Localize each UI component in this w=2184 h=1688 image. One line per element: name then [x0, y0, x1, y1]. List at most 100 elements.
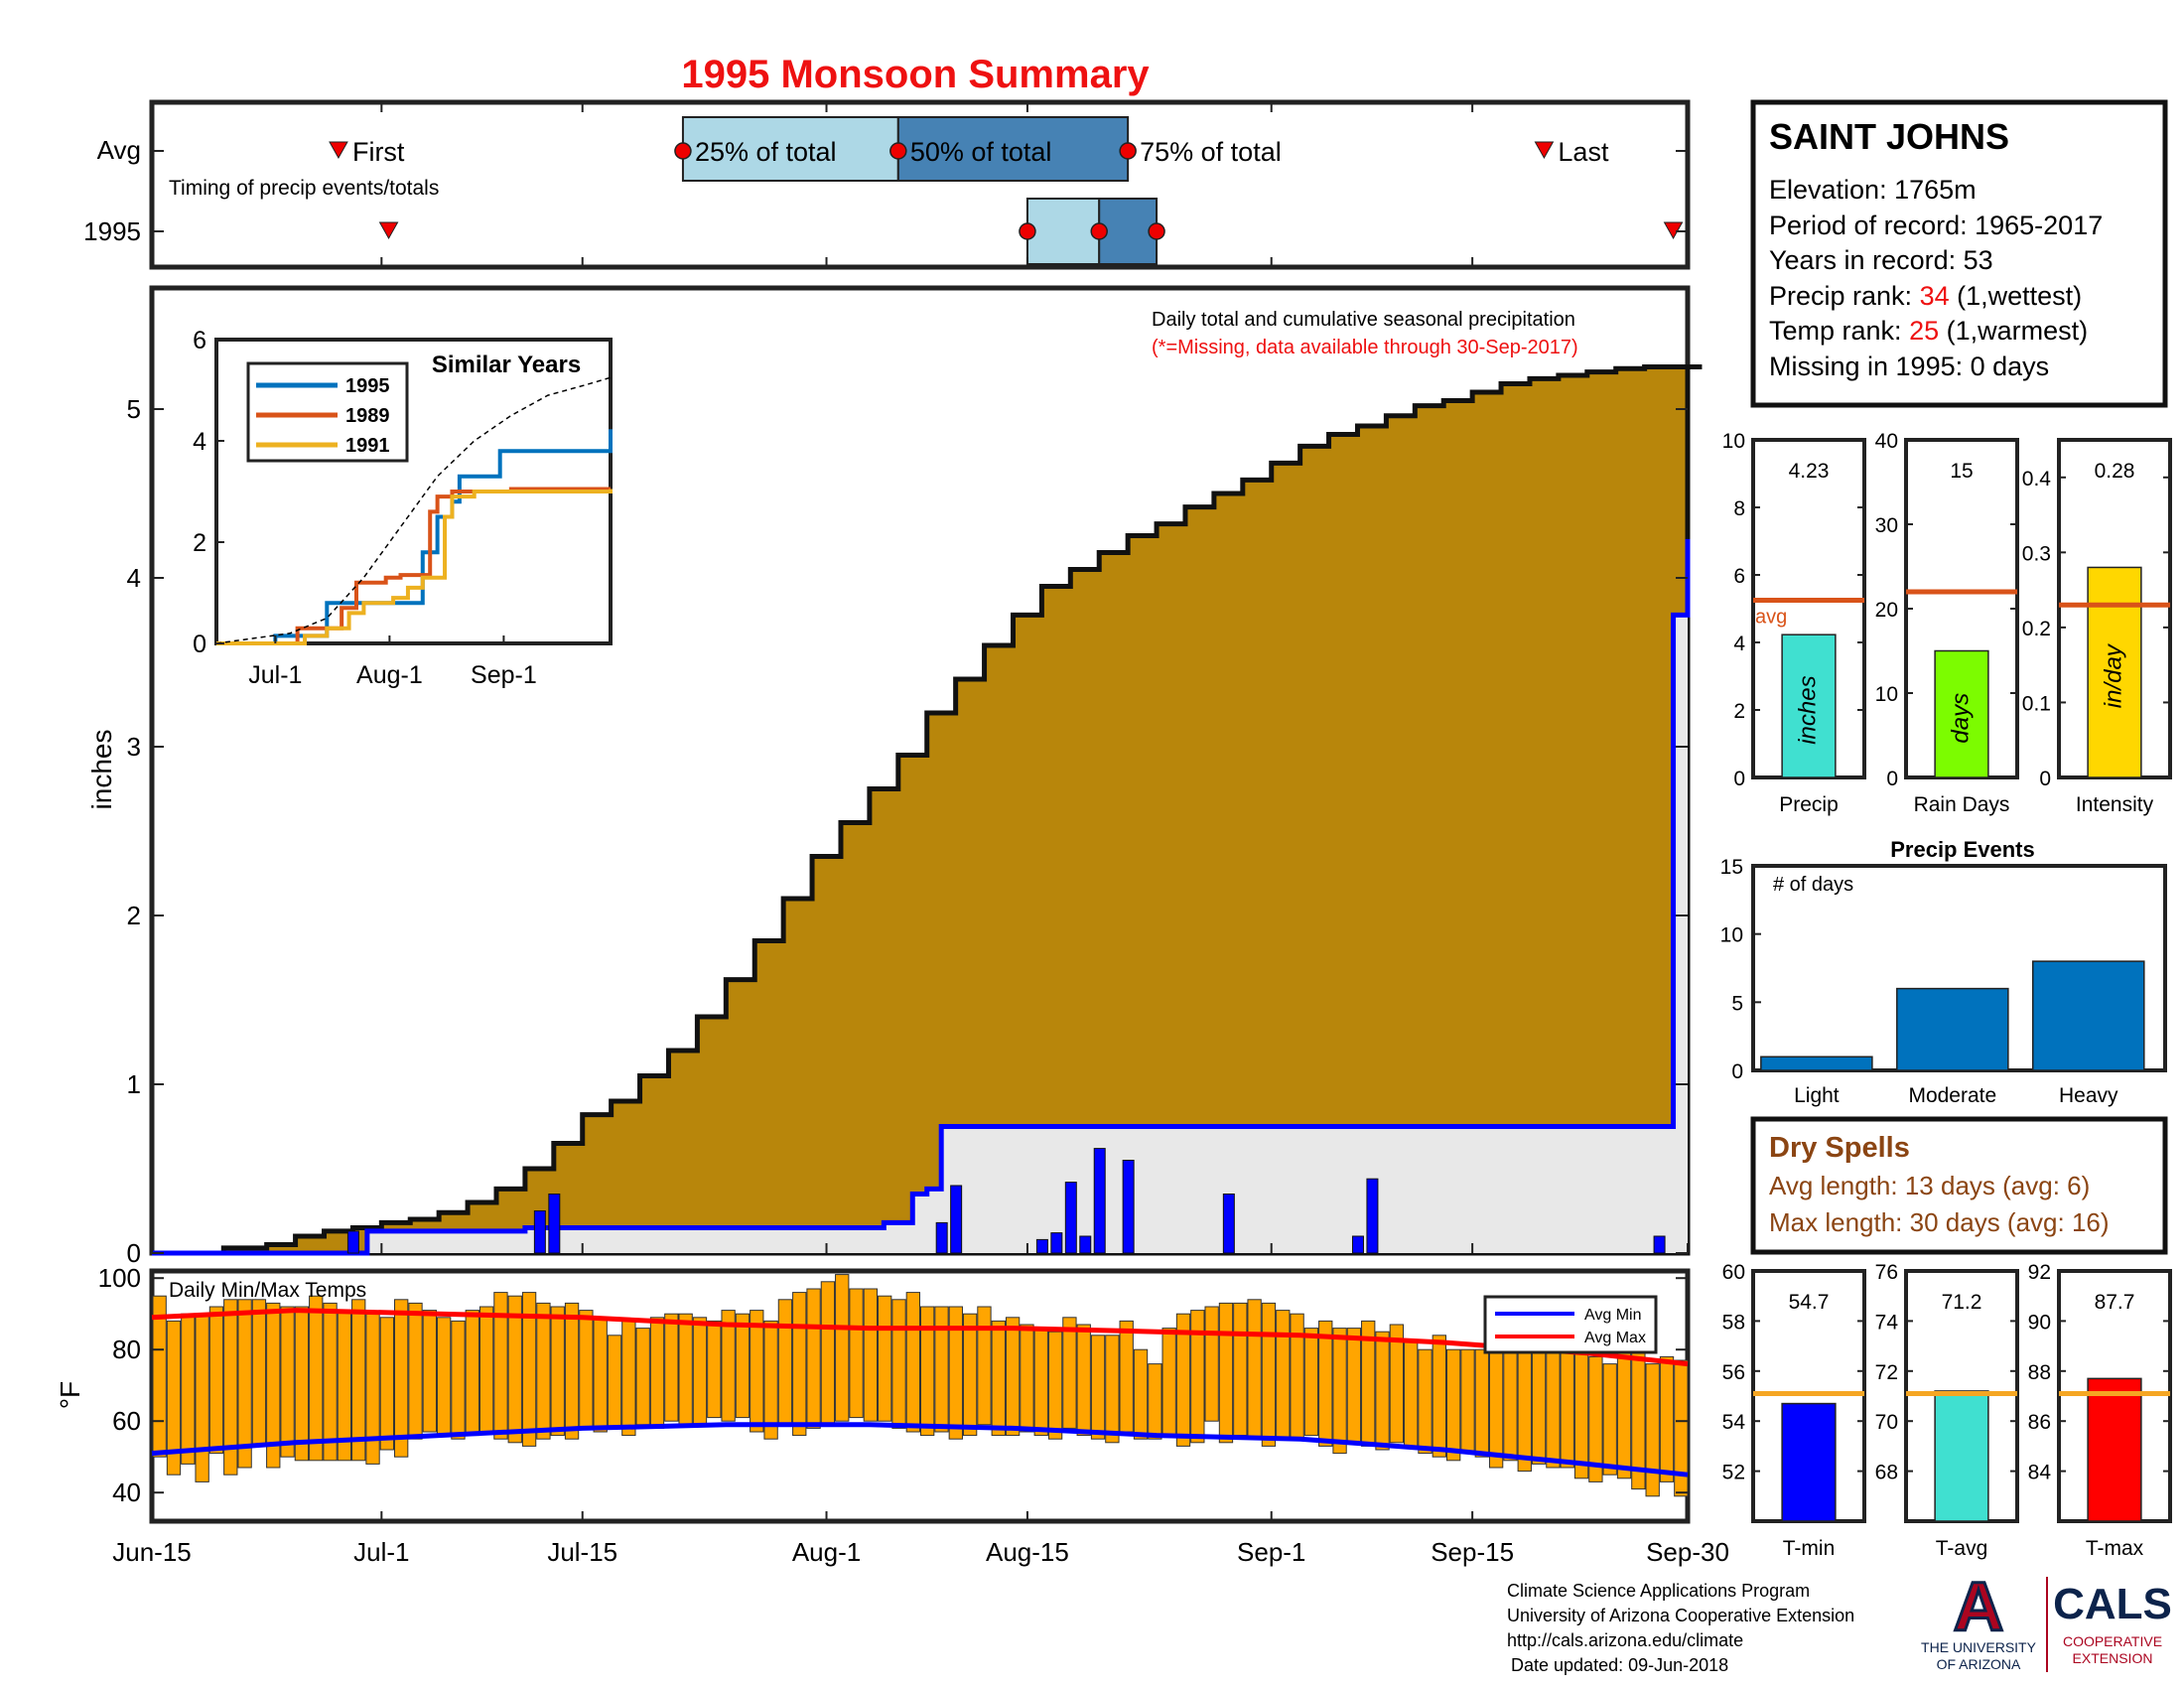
inset-ytick-label: 6 — [193, 327, 206, 354]
temp-range-bar — [792, 1292, 807, 1437]
temp-range-bar — [1602, 1363, 1617, 1476]
footer-line4: Date updated: 09-Jun-2018 — [1511, 1655, 1728, 1675]
temp-range-bar — [1204, 1306, 1219, 1422]
temp-range-bar — [251, 1299, 267, 1447]
daily-precip-bar — [1093, 1148, 1106, 1254]
avg-min-line — [151, 1422, 1689, 1477]
timing-caption: Timing of precip events/totals — [169, 177, 439, 200]
inset-ytick-label: 4 — [193, 428, 206, 456]
events-category-label: Light — [1794, 1084, 1840, 1107]
avg-p50-p75-box — [896, 116, 1130, 182]
temp-range-bar — [1332, 1328, 1347, 1455]
inset-ytick-label: 0 — [193, 631, 206, 658]
temp-range-bar — [323, 1302, 338, 1462]
intensity-ytick-label: 0 — [2039, 768, 2051, 790]
temp-range-bar — [934, 1306, 949, 1433]
inset-series-line — [216, 489, 613, 645]
temp-range-bar — [1645, 1363, 1660, 1497]
events-ytick-label: 10 — [1720, 924, 1743, 947]
daily-precip-bar — [1122, 1160, 1135, 1254]
date-tick-label: Jul-1 — [353, 1537, 409, 1567]
cals-logo-line1: COOPERATIVE — [2063, 1633, 2162, 1649]
temp-range-bar — [763, 1320, 778, 1440]
rain_days-category-label: Rain Days — [1914, 793, 2010, 816]
similar-years-inset: 0 2 4 6 Jul-1 Aug-1 Sep-1 1995 1989 1991 Similar … — [193, 327, 613, 689]
footer-line3: http://cals.arizona.edu/climate — [1507, 1630, 1743, 1650]
intensity-ytick-label: 0.2 — [2022, 618, 2051, 640]
inset-plot: 0 2 4 6 Jul-1 Aug-1 Sep-1 1995 1989 1991 — [193, 327, 613, 689]
daily-precip-bar — [935, 1221, 948, 1254]
events-ytick-label: 5 — [1731, 992, 1743, 1015]
temp-range-bar — [280, 1306, 295, 1458]
temp-range-bar — [664, 1313, 679, 1422]
temp-range-bar — [1346, 1328, 1362, 1444]
temps-panel: Daily Min/Max Temps °F 40 60 80 100 Avg Min… — [55, 1263, 1691, 1524]
rain_days-ytick-label: 10 — [1875, 683, 1898, 706]
main-yticks: 0 1 2 3 4 5 — [127, 394, 1688, 1268]
inset-series-line — [215, 376, 612, 644]
footer-line2: University of Arizona Cooperative Extens… — [1507, 1606, 1854, 1625]
daily-precip-bar — [346, 1230, 359, 1254]
ua-logo: A THE UNIVERSITY OF ARIZONA — [1921, 1567, 2037, 1673]
tmin-ytick-label: 60 — [1722, 1261, 1745, 1284]
temp-yticks: 40 60 80 100 — [98, 1263, 1688, 1507]
panel-tmax: 84 86 88 90 92 87.7 T-max — [2028, 1261, 2172, 1560]
avg-last-label: Last — [1558, 137, 1609, 167]
temp-range-bar — [152, 1295, 167, 1458]
temp-range-bar — [1175, 1313, 1191, 1447]
temp-range-bar — [735, 1313, 751, 1419]
daily-precip-bar — [1079, 1235, 1092, 1254]
intensity-category-label: Intensity — [2076, 793, 2154, 816]
main-ytick-label: 3 — [127, 732, 141, 762]
precip_total-bar-text: inches — [1794, 675, 1821, 744]
temp-range-bar — [507, 1295, 522, 1444]
ua-logo-line2: OF ARIZONA — [1937, 1656, 2021, 1672]
summary-bar-panels: 02468104.23Precipinchesavg01020304015Rai… — [1722, 430, 2172, 1560]
temp-range-bar — [266, 1302, 281, 1469]
precip-events-ylabel: # of days — [1773, 874, 1853, 896]
tmin-bar — [1781, 1402, 1837, 1522]
temp-range-bar — [1488, 1348, 1504, 1469]
timing-row-avg: Avg — [97, 135, 141, 165]
y1995-first-marker — [378, 221, 399, 240]
ua-logo-line1: THE UNIVERSITY — [1921, 1639, 2037, 1655]
avg-p75-label: 75% of total — [1140, 137, 1282, 167]
footer: Climate Science Applications Program Uni… — [1507, 1581, 1854, 1675]
station-years: Years in record: 53 — [1769, 245, 1993, 275]
avg-p75-marker — [1119, 142, 1137, 160]
temp-range-bar — [422, 1310, 437, 1433]
events-plot: 0 5 10 15 Light Moderate Heavy — [1720, 856, 2145, 1107]
temp-range-bar — [1290, 1313, 1304, 1440]
temp-range-bar — [379, 1317, 395, 1451]
tavg-ytick-label: 76 — [1875, 1261, 1898, 1284]
daily-precip-bar — [1035, 1238, 1048, 1254]
temp-range-bar — [1190, 1310, 1205, 1444]
temp-range-bar — [521, 1292, 537, 1447]
temp-range-bar — [408, 1302, 423, 1440]
station-box: SAINT JOHNS Elevation: 1765m Period of r… — [1750, 99, 2168, 408]
events-bar — [1896, 987, 2009, 1071]
cals-logo-line2: EXTENSION — [2073, 1650, 2153, 1666]
temp-range-bar — [1588, 1355, 1603, 1482]
temp-range-bar — [1474, 1348, 1489, 1458]
intensity-ytick-label: 0.4 — [2022, 468, 2052, 491]
cals-logo: CALS COOPERATIVE EXTENSION — [2053, 1580, 2172, 1666]
temp-range-bar — [1148, 1363, 1162, 1440]
temp-range-bar — [1062, 1317, 1077, 1429]
temp-range-bar — [309, 1295, 324, 1462]
temp-range-bar — [1303, 1328, 1319, 1437]
temp-range-bar — [1161, 1328, 1176, 1437]
y1995-p25-marker — [1019, 222, 1036, 240]
rain_days-value-label: 15 — [1950, 460, 1973, 483]
tmin-category-label: T-min — [1783, 1537, 1836, 1560]
tavg-value-label: 71.2 — [1942, 1291, 1982, 1314]
temp-range-bar — [1674, 1359, 1689, 1497]
precip_total-value-label: 4.23 — [1789, 460, 1830, 483]
panel-tmin: 52 54 56 58 60 54.7 T-min — [1722, 1261, 1866, 1560]
date-tick-label: Jul-15 — [547, 1537, 617, 1567]
date-tick-label: Aug-15 — [986, 1537, 1069, 1567]
avg-p25-marker — [674, 142, 692, 160]
main-ytick-label: 4 — [127, 563, 141, 593]
temp-range-bar — [806, 1288, 821, 1429]
precip_total-bar — [1781, 633, 1837, 778]
